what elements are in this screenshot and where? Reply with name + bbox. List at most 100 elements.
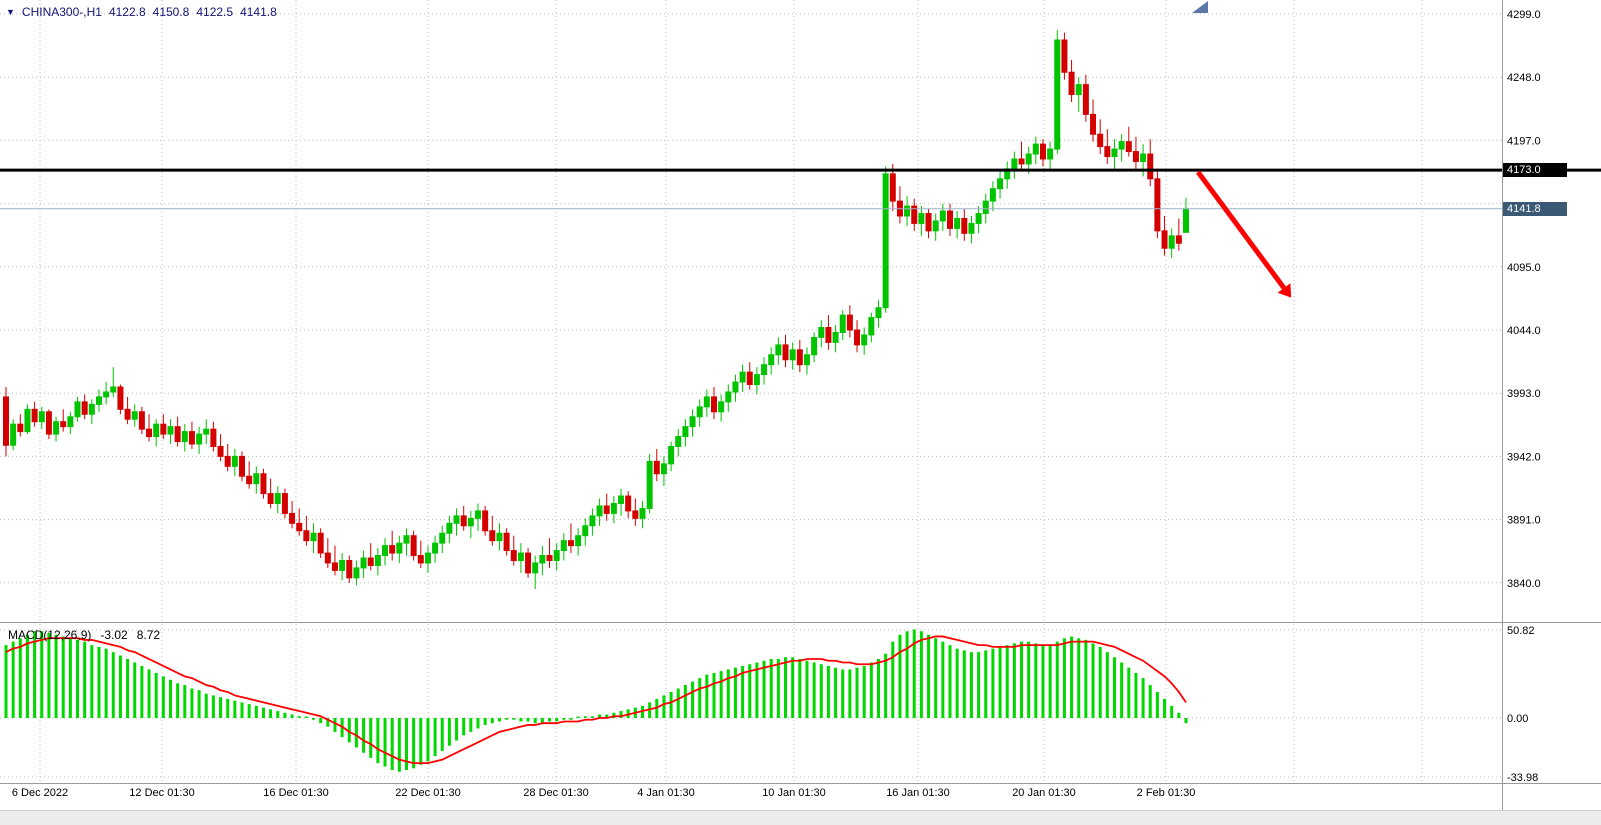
trend-arrow-head[interactable] (1277, 283, 1292, 298)
ohlc-high-value: 4150.8 (152, 5, 190, 19)
candle-body (1175, 235, 1182, 244)
time-tick-label: 4 Jan 01:30 (637, 787, 695, 799)
price-tick-label: 3891.0 (1507, 515, 1541, 527)
candle-body (281, 493, 288, 514)
candle-body (954, 217, 961, 229)
candle-body (496, 532, 503, 542)
candle-body (875, 307, 882, 319)
candle-body (1104, 146, 1111, 158)
candle-body (31, 408, 38, 423)
candle-body (67, 416, 74, 428)
candle-body (596, 505, 603, 517)
candle-body (932, 220, 939, 232)
candle-body (1132, 151, 1139, 162)
candle-body (3, 396, 9, 446)
candle-body (1168, 235, 1175, 249)
candle-body (968, 222, 975, 234)
candle-body (710, 396, 717, 413)
candle-body (353, 567, 360, 579)
candle-body (1082, 84, 1089, 115)
candle-body (296, 522, 303, 532)
candle-body (532, 562, 539, 574)
candle-body (417, 555, 424, 564)
candle-body (103, 391, 110, 398)
candle-body (267, 493, 274, 504)
candle-body (861, 334, 868, 346)
candle-body (95, 396, 102, 405)
candle-body (467, 517, 474, 527)
candle-body (289, 512, 296, 524)
candle-body (660, 463, 667, 475)
candle-body (811, 336, 818, 356)
candle-body (975, 213, 982, 224)
chart-dropdown-icon[interactable]: ▼ (6, 7, 15, 17)
candle-body (181, 431, 188, 443)
candle-body (1018, 158, 1025, 165)
macd-signal-value: 8.72 (136, 628, 161, 642)
symbol-timeframe-label: CHINA300-,H1 (21, 5, 102, 19)
candle-body (474, 510, 481, 519)
candle-body (146, 428, 153, 438)
macd-tick-label: 0.00 (1507, 713, 1528, 725)
candle-body (24, 408, 31, 433)
candle-body (274, 493, 281, 504)
candle-body (253, 473, 260, 485)
time-tick-label: 28 Dec 01:30 (523, 787, 588, 799)
price-tick-label: 4044.0 (1507, 325, 1541, 337)
candle-body (317, 532, 324, 554)
candle-body (961, 217, 968, 234)
time-tick-label: 2 Feb 01:30 (1137, 787, 1196, 799)
price-tick-label: 4197.0 (1507, 135, 1541, 147)
candle-body (1161, 230, 1168, 249)
macd-name: MACD(12,26,9) (8, 628, 92, 642)
candle-body (17, 423, 24, 433)
candle-body (138, 411, 145, 430)
candle-body (453, 515, 460, 524)
candle-body (238, 455, 245, 477)
candle-body (567, 540, 574, 547)
candle-body (696, 406, 703, 418)
candle-body (203, 428, 210, 435)
candle-body (81, 401, 88, 415)
hline-price-tag[interactable]: 4173.0 (1503, 163, 1567, 177)
candle-body (231, 455, 238, 467)
price-tick-label: 4299.0 (1507, 9, 1541, 21)
candle-body (1147, 153, 1154, 180)
candle-body (489, 530, 496, 542)
price-tick-label: 3942.0 (1507, 451, 1541, 463)
candle-body (997, 178, 1004, 190)
candle-body (60, 421, 67, 428)
candle-body (410, 535, 417, 557)
candle-body (989, 188, 996, 202)
candle-body (1068, 71, 1075, 96)
candle-body (753, 374, 760, 386)
horizontal-scrollbar[interactable] (0, 810, 1601, 825)
candle-body (1011, 158, 1018, 170)
bid-price-tag: 4141.8 (1503, 202, 1567, 216)
trend-arrow-line[interactable] (1195, 170, 1287, 290)
candle-body (925, 213, 932, 232)
candle-body (625, 495, 632, 512)
candle-body (603, 505, 610, 514)
candle-body (174, 426, 181, 443)
candle-body (303, 530, 310, 542)
candle-body (346, 559, 353, 579)
macd-tick-label: -33.98 (1507, 772, 1538, 784)
candle-body (10, 423, 17, 446)
candle-body (324, 552, 331, 564)
macd-indicator-label: MACD(12,26,9) -3.02 8.72 (8, 628, 160, 642)
candle-body (246, 475, 253, 485)
candle-body (517, 552, 524, 561)
price-tick-label: 4095.0 (1507, 262, 1541, 274)
symbol-header: ▼ CHINA300-,H1 4122.8 4150.8 4122.5 4141… (6, 5, 277, 19)
time-tick-label: 22 Dec 01:30 (395, 787, 460, 799)
candle-body (632, 510, 639, 519)
candle-body (796, 349, 803, 366)
candle-body (746, 371, 753, 386)
candle-body (982, 200, 989, 215)
candle-body (718, 401, 725, 413)
time-tick-label: 16 Dec 01:30 (263, 787, 328, 799)
candle-body (403, 535, 410, 544)
